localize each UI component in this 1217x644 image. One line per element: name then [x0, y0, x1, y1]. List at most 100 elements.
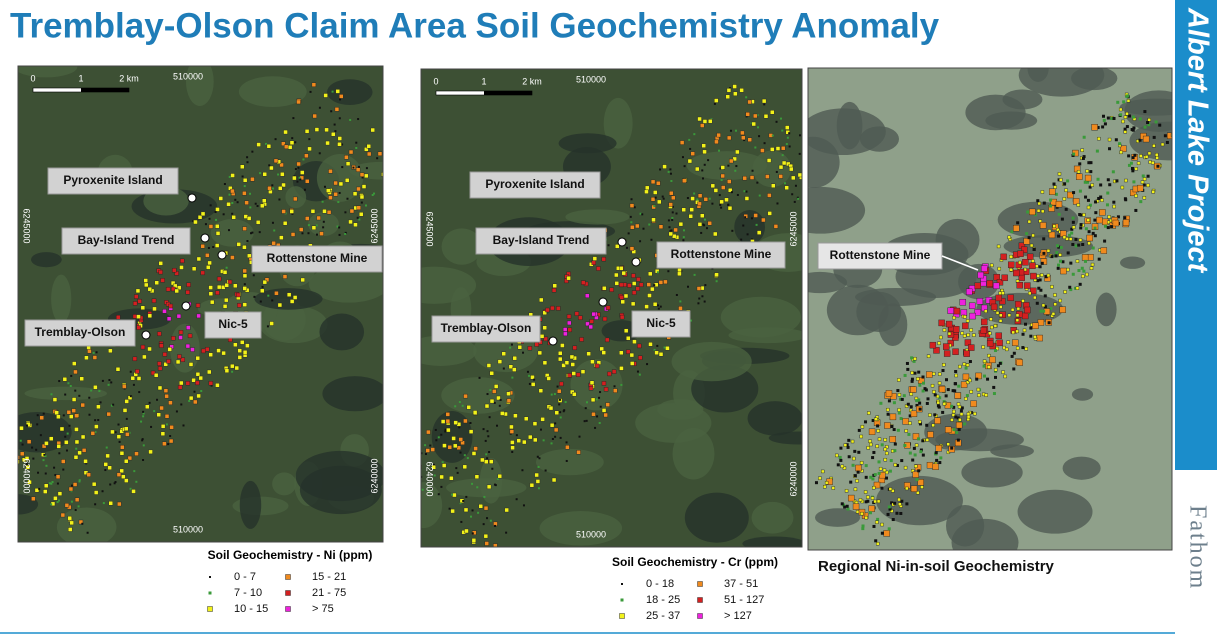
sample-point: [751, 121, 756, 127]
sample-point: [502, 367, 505, 370]
sample-point: [918, 407, 922, 411]
sample-point: [1091, 231, 1095, 235]
sample-point: [1093, 226, 1097, 230]
sample-point: [1061, 260, 1065, 264]
terrain-patch: [558, 133, 617, 154]
sample-point: [896, 389, 900, 393]
sample-point: [142, 412, 145, 415]
sample-point: [956, 438, 960, 442]
sample-point: [1015, 300, 1022, 308]
sample-point: [215, 224, 220, 229]
sample-point: [1071, 225, 1076, 229]
sample-point: [941, 369, 945, 373]
map-image: [18, 66, 409, 542]
sample-point: [145, 404, 150, 409]
sample-point: [883, 457, 888, 462]
sample-point: [630, 301, 636, 307]
sample-point: [456, 471, 459, 474]
sample-point: [188, 399, 191, 402]
sample-point: [763, 114, 769, 119]
sample-point: [1119, 113, 1123, 117]
sample-point: [43, 483, 49, 488]
sample-point: [910, 356, 914, 360]
sample-point: [166, 316, 172, 321]
sample-point: [511, 376, 514, 379]
sample-point: [1108, 147, 1112, 151]
sample-point: [171, 336, 176, 341]
legend-label: > 75: [312, 603, 334, 615]
terrain-patch: [751, 501, 794, 534]
sample-point: [968, 360, 972, 364]
sample-point: [405, 164, 409, 168]
sample-point: [338, 226, 341, 229]
sample-point: [373, 192, 376, 195]
sample-point: [493, 543, 498, 547]
sample-point: [899, 397, 903, 401]
sample-point: [698, 297, 701, 300]
location-marker: [187, 193, 197, 203]
sample-point: [1012, 339, 1019, 346]
sample-point: [301, 232, 304, 235]
sample-point: [836, 463, 840, 467]
sample-point: [609, 287, 614, 292]
sample-point: [138, 391, 141, 394]
sample-point: [1119, 150, 1123, 155]
sample-point: [333, 180, 338, 186]
sample-point: [653, 348, 656, 351]
sample-point: [57, 491, 63, 496]
sample-point: [1015, 318, 1020, 322]
sample-point: [1051, 312, 1056, 316]
sample-point: [486, 430, 489, 433]
sample-point: [1122, 219, 1130, 226]
sample-point: [244, 200, 249, 205]
sample-point: [735, 149, 740, 155]
sample-point: [169, 435, 172, 438]
sample-point: [1091, 124, 1098, 131]
sample-point: [156, 412, 161, 417]
sample-point: [956, 402, 961, 406]
sample-point: [134, 451, 139, 456]
sample-point: [318, 152, 321, 155]
sample-point: [172, 268, 177, 273]
sample-point: [117, 423, 120, 426]
sample-point: [876, 429, 880, 433]
sample-point: [349, 118, 352, 121]
sample-point: [344, 155, 349, 160]
sample-point: [445, 418, 451, 424]
sample-point: [732, 84, 737, 89]
sample-point: [271, 299, 274, 302]
sample-point: [121, 474, 126, 479]
sample-point: [497, 473, 503, 479]
sample-point: [426, 429, 431, 435]
sample-point: [1032, 322, 1039, 329]
sample-point: [996, 364, 1000, 368]
sample-point: [1080, 148, 1084, 152]
sample-point: [906, 367, 910, 371]
sample-point: [1081, 254, 1089, 261]
sample-point: [134, 294, 139, 299]
sample-point: [522, 439, 527, 445]
sample-point: [120, 445, 125, 450]
sample-point: [1166, 132, 1172, 139]
sample-point: [365, 167, 368, 170]
sample-point: [920, 485, 924, 489]
sample-point: [281, 141, 286, 146]
sample-point: [937, 372, 942, 376]
sample-point: [94, 424, 99, 429]
sample-point: [567, 373, 572, 378]
sample-point: [876, 517, 880, 521]
sample-point: [1071, 220, 1075, 224]
sample-point: [1116, 100, 1120, 104]
sample-point: [1029, 334, 1033, 338]
sample-point: [489, 389, 492, 392]
sample-point: [1088, 203, 1092, 207]
sample-point: [639, 212, 642, 215]
sample-point: [980, 327, 987, 334]
sample-point: [588, 386, 594, 391]
sample-point: [823, 484, 827, 489]
sample-point: [510, 445, 515, 450]
sample-point: [735, 165, 738, 168]
terrain-patch: [238, 76, 307, 108]
sample-point: [230, 188, 235, 194]
sample-point: [515, 498, 518, 501]
